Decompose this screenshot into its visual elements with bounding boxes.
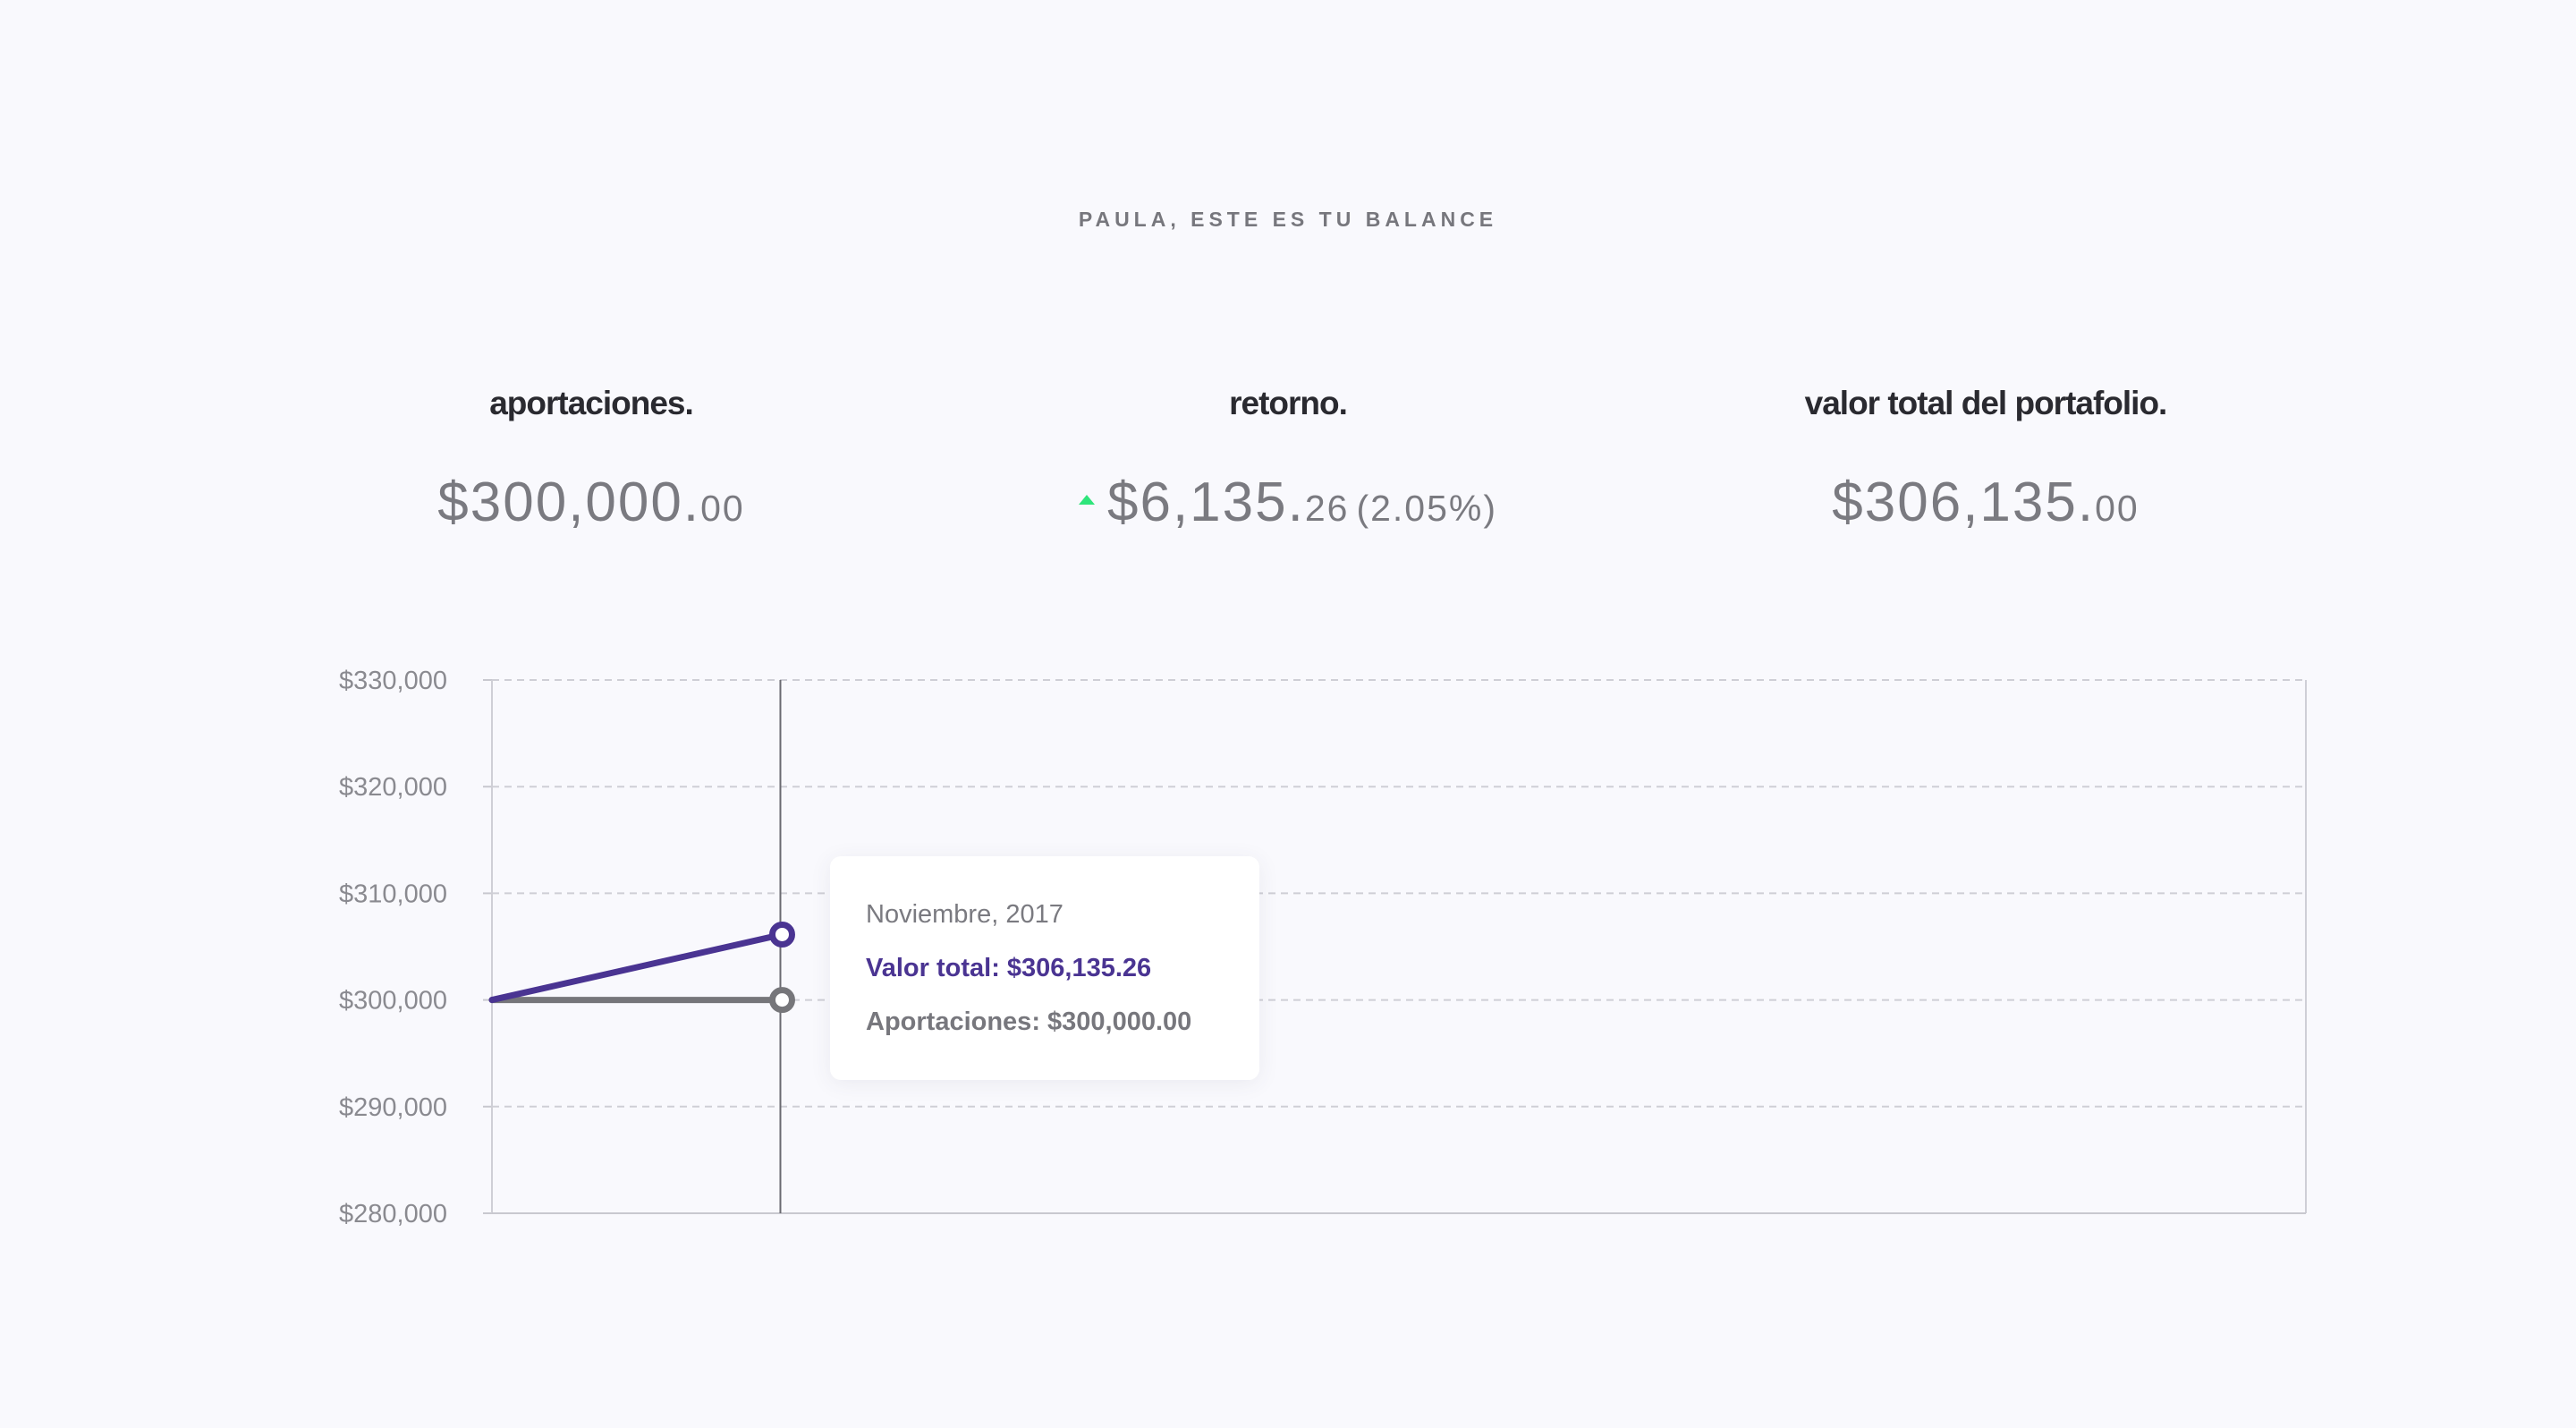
chart-tooltip: Noviembre, 2017 Valor total: $306,135.26… xyxy=(830,856,1259,1080)
y-tick-label: $300,000 xyxy=(339,987,447,1016)
stat-aportaciones-label: aportaciones. xyxy=(489,385,694,421)
stat-retorno: retorno. $6,135.26 (2.05%) xyxy=(948,380,1628,548)
stat-aportaciones-cents: 00 xyxy=(700,488,745,529)
y-tick-label: $280,000 xyxy=(339,1200,447,1228)
stat-aportaciones-amount: $300,000. xyxy=(437,472,701,533)
chart-grid xyxy=(492,679,2306,1108)
triangle-up-icon xyxy=(1078,495,1095,505)
y-tick-label: $290,000 xyxy=(339,1093,447,1122)
y-tick-label: $320,000 xyxy=(339,773,447,802)
stat-aportaciones-value: $300,000.00 xyxy=(251,472,931,548)
stat-valor-total-cents: 00 xyxy=(2095,488,2140,529)
stat-retorno-label: retorno. xyxy=(1229,385,1348,421)
stat-valor-total: valor total del portafolio. $306,135.00 xyxy=(1646,380,2326,548)
balance-greeting: PAULA, ESTE ES TU BALANCE xyxy=(1078,208,1498,231)
stat-retorno-cents: 26 xyxy=(1304,488,1350,529)
stat-aportaciones: aportaciones. $300,000.00 xyxy=(251,380,931,548)
y-tick-label: $310,000 xyxy=(339,880,447,908)
point-marker-aportaciones xyxy=(768,987,795,1014)
tooltip-date: Noviembre, 2017 xyxy=(866,900,1063,929)
y-tick-label: $330,000 xyxy=(339,667,447,695)
series-line-valor_total xyxy=(488,931,785,1004)
tooltip-aportaciones: Aportaciones: $300,000.00 xyxy=(866,1007,1192,1036)
stat-valor-total-amount: $306,135. xyxy=(1832,472,2096,533)
stat-retorno-percent: (2.05%) xyxy=(1356,488,1498,529)
chart-axes: $330,000 $320,000 $310,000 $300,000 $290,000… xyxy=(339,667,2307,1228)
chart-series xyxy=(488,931,785,1004)
tooltip-valor-total: Valor total: $306,135.26 xyxy=(866,954,1152,982)
stat-retorno-value: $6,135.26 (2.05%) xyxy=(948,472,1628,548)
stat-valor-total-label: valor total del portafolio. xyxy=(1804,385,2168,421)
stat-valor-total-value: $306,135.00 xyxy=(1646,472,2326,548)
chart-markers xyxy=(768,921,795,1014)
point-marker-valor_total xyxy=(768,921,795,948)
stat-retorno-amount: $6,135. xyxy=(1106,472,1305,533)
